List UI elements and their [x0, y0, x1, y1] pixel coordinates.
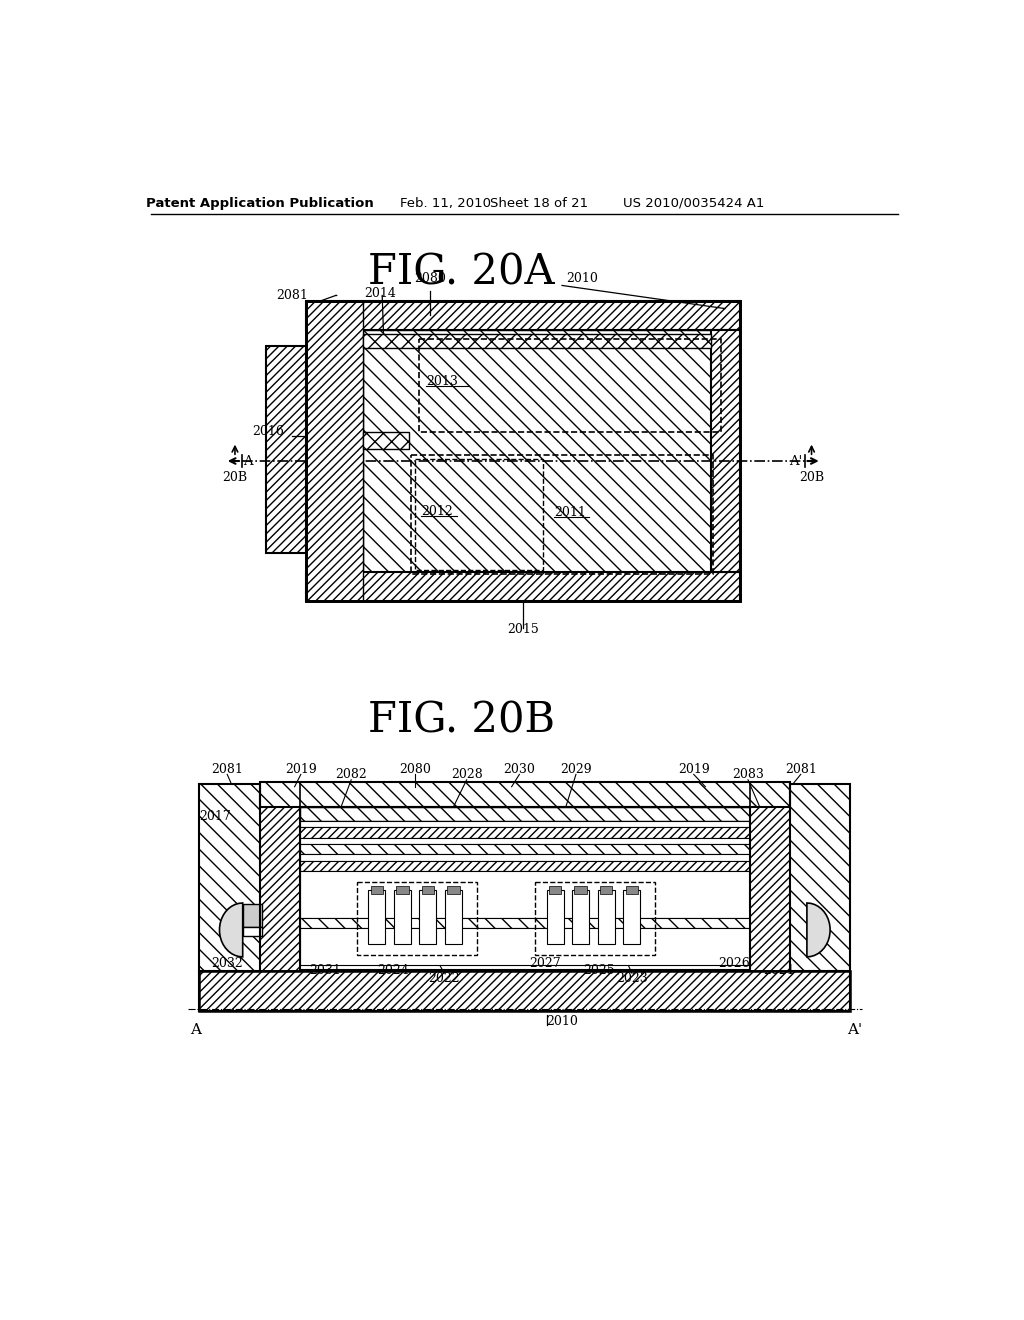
Text: 2083: 2083: [732, 768, 764, 781]
Text: 2081: 2081: [784, 763, 816, 776]
Polygon shape: [260, 781, 790, 807]
Polygon shape: [711, 330, 740, 572]
Polygon shape: [624, 890, 640, 944]
Text: A: A: [244, 454, 253, 467]
Text: 2031: 2031: [309, 964, 342, 977]
Text: 2010: 2010: [547, 1015, 579, 1028]
Polygon shape: [306, 301, 740, 330]
Polygon shape: [600, 886, 612, 894]
Text: A': A': [847, 1023, 862, 1038]
Text: 2010: 2010: [566, 272, 598, 285]
Polygon shape: [547, 890, 563, 944]
Polygon shape: [300, 826, 750, 838]
Polygon shape: [447, 886, 460, 894]
Polygon shape: [243, 927, 262, 936]
Polygon shape: [445, 890, 462, 944]
Polygon shape: [396, 886, 409, 894]
Polygon shape: [369, 890, 385, 944]
Text: 2028: 2028: [451, 768, 482, 781]
Text: 2012: 2012: [421, 504, 453, 517]
Text: 2030: 2030: [504, 763, 536, 776]
Polygon shape: [243, 904, 262, 927]
Polygon shape: [266, 346, 306, 553]
Text: 2082: 2082: [335, 768, 367, 781]
Text: 2019: 2019: [678, 763, 710, 776]
Text: 2024: 2024: [377, 964, 409, 977]
Polygon shape: [300, 854, 750, 861]
Text: Feb. 11, 2010: Feb. 11, 2010: [400, 197, 492, 210]
Polygon shape: [371, 886, 383, 894]
Text: 2016: 2016: [252, 425, 284, 438]
Text: 2032: 2032: [211, 957, 243, 970]
Polygon shape: [300, 861, 750, 871]
Text: 2022: 2022: [428, 972, 460, 985]
Polygon shape: [300, 838, 750, 843]
Text: FIG. 20A: FIG. 20A: [368, 251, 555, 293]
Text: 2025: 2025: [584, 964, 615, 977]
Polygon shape: [420, 890, 436, 944]
Text: 2019: 2019: [285, 763, 316, 776]
Polygon shape: [362, 330, 711, 572]
Polygon shape: [219, 903, 243, 957]
Polygon shape: [200, 970, 850, 1011]
Polygon shape: [306, 301, 362, 601]
Text: 2017: 2017: [199, 810, 230, 824]
Polygon shape: [300, 821, 750, 826]
Polygon shape: [574, 886, 587, 894]
Text: 2029: 2029: [560, 763, 592, 776]
Polygon shape: [807, 903, 830, 957]
Polygon shape: [598, 890, 614, 944]
Polygon shape: [300, 807, 750, 821]
Text: 2027: 2027: [529, 957, 561, 970]
Polygon shape: [790, 784, 850, 970]
Text: 2081: 2081: [275, 289, 308, 302]
Text: 2080: 2080: [415, 272, 446, 285]
Text: 20B: 20B: [799, 471, 824, 484]
Polygon shape: [362, 432, 410, 449]
Text: 2013: 2013: [426, 375, 459, 388]
Text: US 2010/0035424 A1: US 2010/0035424 A1: [623, 197, 765, 210]
Polygon shape: [626, 886, 638, 894]
Polygon shape: [300, 871, 750, 917]
Text: 2081: 2081: [211, 763, 243, 776]
Text: Patent Application Publication: Patent Application Publication: [145, 197, 374, 210]
Polygon shape: [750, 807, 790, 970]
Text: 20B: 20B: [222, 471, 248, 484]
Polygon shape: [750, 781, 790, 936]
Text: 2080: 2080: [398, 763, 431, 776]
Text: 2026: 2026: [718, 957, 750, 970]
Polygon shape: [300, 928, 750, 965]
Polygon shape: [300, 917, 750, 928]
Polygon shape: [394, 890, 411, 944]
Text: 2021: 2021: [763, 964, 795, 977]
Text: 2023: 2023: [615, 972, 647, 985]
Text: 2015: 2015: [507, 623, 539, 636]
Polygon shape: [200, 784, 260, 970]
Text: FIG. 20B: FIG. 20B: [368, 700, 555, 742]
Polygon shape: [549, 886, 561, 894]
Text: 2014: 2014: [365, 286, 396, 300]
Text: 2016: 2016: [264, 957, 296, 970]
Polygon shape: [306, 572, 740, 601]
Text: A: A: [189, 1023, 201, 1038]
Polygon shape: [572, 890, 589, 944]
Polygon shape: [260, 807, 300, 970]
Text: 2011: 2011: [554, 506, 586, 519]
Polygon shape: [300, 843, 750, 854]
Polygon shape: [422, 886, 434, 894]
Polygon shape: [260, 781, 300, 936]
Polygon shape: [362, 334, 711, 348]
Text: Sheet 18 of 21: Sheet 18 of 21: [489, 197, 588, 210]
Text: A': A': [790, 454, 802, 467]
